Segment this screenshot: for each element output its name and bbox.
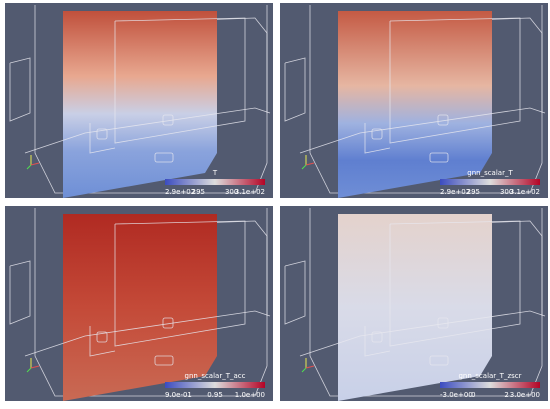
data-slice <box>63 11 217 198</box>
wireframe <box>299 107 546 154</box>
wireframe <box>284 57 306 122</box>
wireframe <box>114 17 246 144</box>
colorbar-tick-label: 9.0e-01 <box>165 391 192 399</box>
colorbar-tick-label: 0 <box>471 391 475 399</box>
data-slice <box>338 214 492 401</box>
wireframe <box>429 152 449 163</box>
wireframe <box>162 114 174 126</box>
wireframe <box>24 107 271 154</box>
data-slice <box>63 214 217 401</box>
colorbar-tick-label: 0.95 <box>207 391 223 399</box>
wireframe <box>154 152 174 163</box>
axis-triad <box>301 367 307 373</box>
wireframe <box>299 310 546 357</box>
colorbar-tick-label: 300 <box>500 188 513 196</box>
wireframe <box>34 208 268 397</box>
wireframe <box>371 331 383 343</box>
data-slice <box>338 11 492 198</box>
wireframe <box>389 220 521 347</box>
colorbar <box>440 382 540 388</box>
axis-triad <box>305 365 315 369</box>
colorbar-title: T <box>212 169 218 177</box>
colorbar-tick-label: 295 <box>467 188 480 196</box>
colorbar <box>440 179 540 185</box>
colorbar-title: gnn_scalar_T_zscr <box>458 372 521 380</box>
wireframe <box>89 123 116 154</box>
colorbar-tick-label: -3.0e+00 <box>440 391 473 399</box>
axis-triad <box>30 365 40 369</box>
colorbar-tick-label: 3.1e+02 <box>510 188 540 196</box>
colorbar-tick-label: 1.0e+00 <box>235 391 265 399</box>
wireframe <box>9 57 31 122</box>
axis-triad <box>301 164 307 170</box>
wireframe <box>437 317 449 329</box>
wireframe <box>96 128 108 140</box>
wireframe <box>371 128 383 140</box>
axis-triad <box>26 367 32 373</box>
wireframe <box>309 5 543 194</box>
wireframe <box>364 123 391 154</box>
render-view: gnn_scalar_T_acc 9.0e-01 0.95 1.0e+00 <box>5 206 273 401</box>
wireframe <box>429 355 449 366</box>
colorbar-tick-label: 2 <box>504 391 508 399</box>
wireframe <box>89 326 116 357</box>
colorbar-title: gnn_scalar_T_acc <box>185 372 246 380</box>
wireframe <box>309 208 543 397</box>
colorbar-tick-label: 3.0e+00 <box>510 391 540 399</box>
render-view: gnn_scalar_T_zscr -3.0e+000 2 3.0e+00 <box>280 206 548 401</box>
colorbar-tick-label: 3.1e+02 <box>235 188 265 196</box>
colorbar-tick-label: 2.9e+02 <box>165 188 195 196</box>
wireframe <box>154 355 174 366</box>
wireframe <box>24 310 271 357</box>
wireframe <box>364 326 391 357</box>
wireframe <box>96 331 108 343</box>
wireframe <box>162 317 174 329</box>
wireframe <box>284 260 306 325</box>
wireframe <box>34 5 268 194</box>
wireframe <box>389 17 521 144</box>
wireframe <box>437 114 449 126</box>
colorbar-title: gnn_scalar_T <box>467 169 513 177</box>
axis-triad <box>26 164 32 170</box>
colorbar-tick-label: 2.9e+02 <box>440 188 470 196</box>
wireframe <box>114 220 246 347</box>
colorbar <box>165 382 265 388</box>
axis-triad <box>305 162 315 166</box>
wireframe <box>9 260 31 325</box>
colorbar-tick-label: 295 <box>192 188 205 196</box>
colorbar-tick-label: 300 <box>225 188 238 196</box>
colorbar <box>165 179 265 185</box>
axis-triad <box>30 162 40 166</box>
